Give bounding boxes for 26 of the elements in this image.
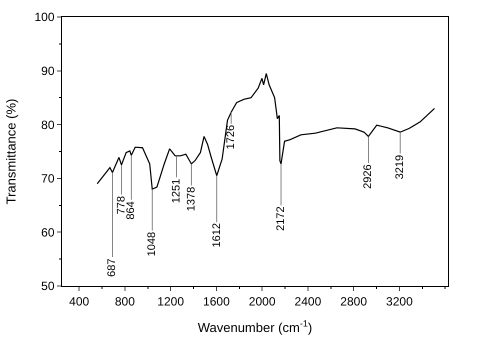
x-tick-label: 3200 [386, 294, 414, 308]
x-tick-label: 1600 [203, 294, 230, 308]
annotation: 687 [106, 258, 118, 277]
annotation: 1251 [170, 178, 183, 204]
annotation: 2172 [275, 206, 288, 231]
y-axis-title: Transmittance (%) [3, 98, 18, 204]
annotation: 1726 [224, 124, 237, 150]
x-tick-label: 2800 [340, 294, 368, 308]
x-tick-label: 1200 [157, 294, 184, 308]
x-tick-label: 2000 [248, 294, 276, 308]
y-tick-label: 70 [41, 172, 55, 186]
y-tick-label: 80 [41, 118, 55, 132]
y-tick-label: 50 [41, 279, 55, 294]
x-axis-title: Wavenumber (cm$^{-1}$) [198, 318, 312, 336]
annotation: 1378 [185, 186, 198, 212]
annotation: 2926 [362, 164, 374, 189]
annotation: 1612 [211, 222, 224, 248]
y-tick-label: 90 [41, 64, 55, 78]
x-tick-label: 2400 [294, 294, 322, 308]
x-tick-label: 800 [114, 294, 136, 308]
annotation: 3219 [394, 154, 406, 180]
annotation: 1048 [146, 232, 158, 256]
y-tick-label: 60 [41, 225, 55, 240]
annotation: 864 [125, 201, 138, 220]
x-tick-label: 400 [69, 294, 90, 308]
y-tick-label: 100 [34, 10, 55, 24]
